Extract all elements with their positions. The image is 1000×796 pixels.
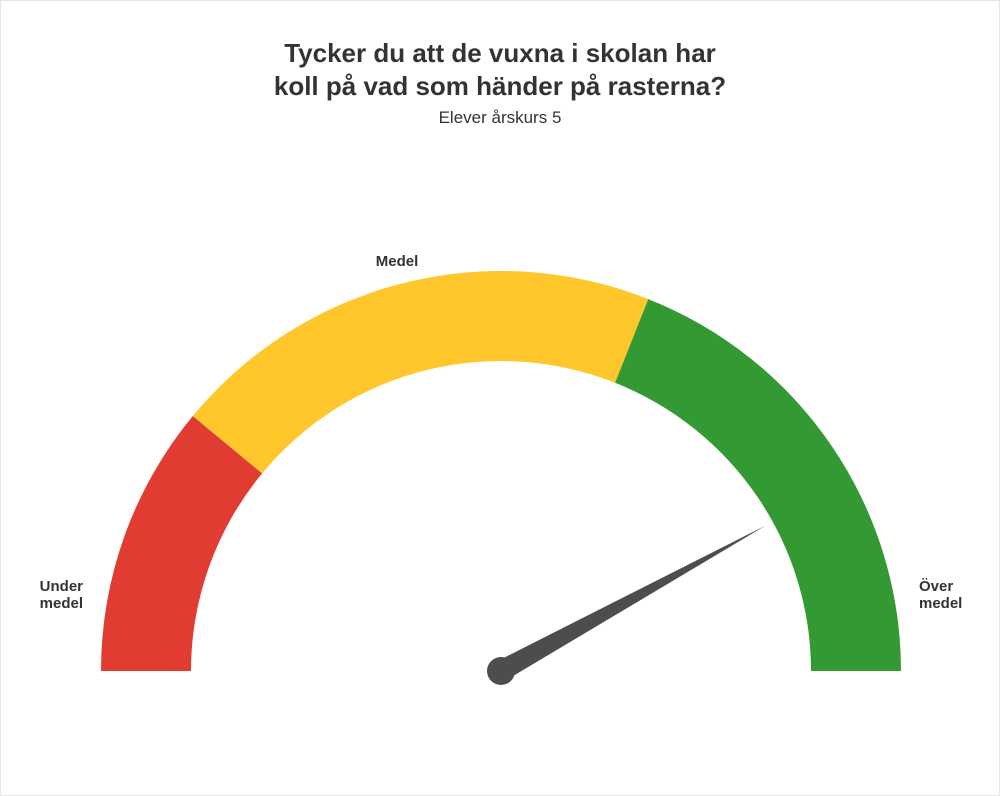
gauge-segment-0 bbox=[101, 416, 262, 671]
gauge-needle bbox=[496, 526, 766, 681]
titles-block: Tycker du att de vuxna i skolan har koll… bbox=[1, 1, 999, 128]
segment-label-middle: Medel bbox=[376, 253, 419, 270]
chart-title: Tycker du att de vuxna i skolan har koll… bbox=[1, 37, 999, 102]
gauge-needle-hub bbox=[487, 657, 515, 685]
segment-label-low: Undermedel bbox=[40, 578, 84, 612]
chart-card: Tycker du att de vuxna i skolan har koll… bbox=[0, 0, 1000, 796]
gauge-segment-2 bbox=[615, 299, 901, 671]
title-line-2: koll på vad som händer på rasterna? bbox=[274, 71, 726, 101]
title-line-1: Tycker du att de vuxna i skolan har bbox=[284, 38, 716, 68]
chart-subtitle: Elever årskurs 5 bbox=[1, 108, 999, 128]
gauge-chart: Undermedel Medel Övermedel bbox=[1, 171, 999, 731]
gauge-segment-1 bbox=[193, 271, 648, 473]
segment-label-high: Övermedel bbox=[919, 578, 962, 612]
